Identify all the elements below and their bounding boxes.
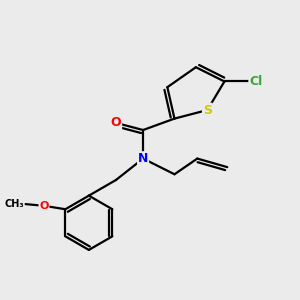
Text: O: O (39, 201, 49, 211)
Text: Cl: Cl (249, 75, 262, 88)
Text: S: S (203, 103, 212, 116)
Text: N: N (138, 152, 148, 165)
Text: CH₃: CH₃ (4, 199, 24, 209)
Text: O: O (111, 116, 121, 129)
